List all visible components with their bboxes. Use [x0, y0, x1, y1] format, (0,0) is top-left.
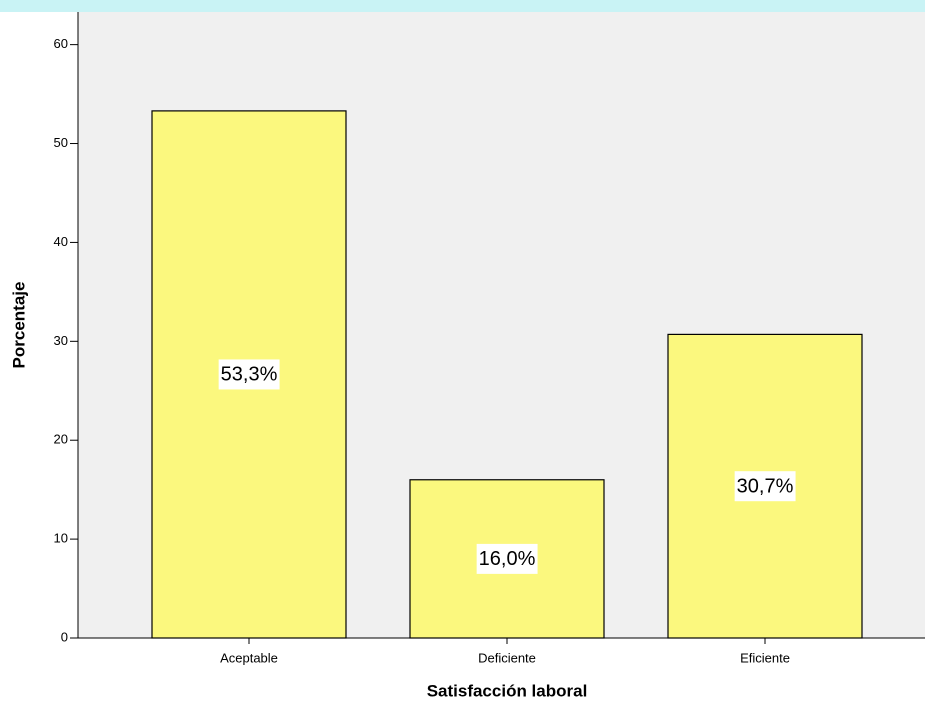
y-tick-label: 60 — [54, 36, 68, 51]
value-label: 16,0% — [479, 548, 536, 570]
value-label: 53,3% — [221, 364, 278, 386]
y-tick-label: 10 — [54, 531, 68, 546]
y-tick-label: 50 — [54, 135, 68, 150]
value-label-bg — [218, 359, 280, 390]
x-axis-title: Satisfacción laboral — [427, 681, 588, 700]
top-strip — [0, 0, 925, 12]
x-tick-label: Deficiente — [478, 650, 536, 665]
y-tick-label: 40 — [54, 234, 68, 249]
x-tick-label: Eficiente — [740, 650, 790, 665]
x-tick-label: Aceptable — [220, 650, 278, 665]
value-label: 30,7% — [737, 475, 794, 497]
value-label-bg — [734, 471, 796, 502]
value-label-bg — [476, 543, 538, 574]
y-axis-title: Porcentaje — [9, 282, 28, 369]
y-tick-label: 20 — [54, 432, 68, 447]
y-tick-label: 0 — [61, 629, 68, 644]
y-tick-label: 30 — [54, 333, 68, 348]
